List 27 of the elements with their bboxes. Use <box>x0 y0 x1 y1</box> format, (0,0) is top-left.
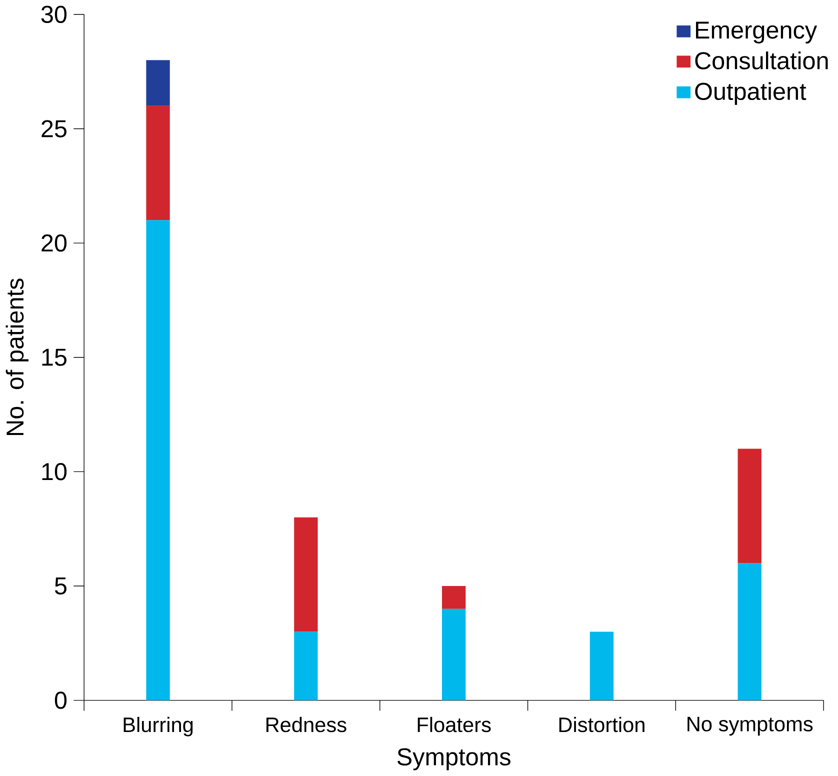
y-tick-label: 0 <box>54 692 67 709</box>
x-tick-label: Distortion <box>559 716 644 732</box>
bar <box>294 517 318 632</box>
bar <box>738 563 762 700</box>
y-tick-label: 15 <box>42 348 66 366</box>
legend-label: Consultation <box>695 51 828 70</box>
y-tick-label: 30 <box>41 6 67 23</box>
bar <box>146 220 170 700</box>
bar <box>294 632 318 700</box>
bar <box>146 60 170 106</box>
legend-label: Outpatient <box>695 82 806 105</box>
y-axis-title: No. of patients <box>6 278 28 435</box>
x-tick-label: Redness <box>266 716 346 732</box>
x-tick-label: Floaters <box>418 716 491 732</box>
bar <box>146 106 170 220</box>
y-tick-label: 10 <box>42 462 67 480</box>
y-tick-label: 25 <box>42 120 66 138</box>
x-tick-label: No symptoms <box>688 716 813 736</box>
bar <box>442 586 466 609</box>
bar <box>442 608 466 700</box>
x-tick-label: Blurring <box>124 716 193 736</box>
bar <box>590 632 614 700</box>
x-axis-title: Symptoms <box>397 748 510 770</box>
y-tick-label: 20 <box>42 234 67 252</box>
bar <box>738 448 762 564</box>
legend-label: Emergency <box>696 22 818 44</box>
y-tick-label: 5 <box>54 577 66 594</box>
